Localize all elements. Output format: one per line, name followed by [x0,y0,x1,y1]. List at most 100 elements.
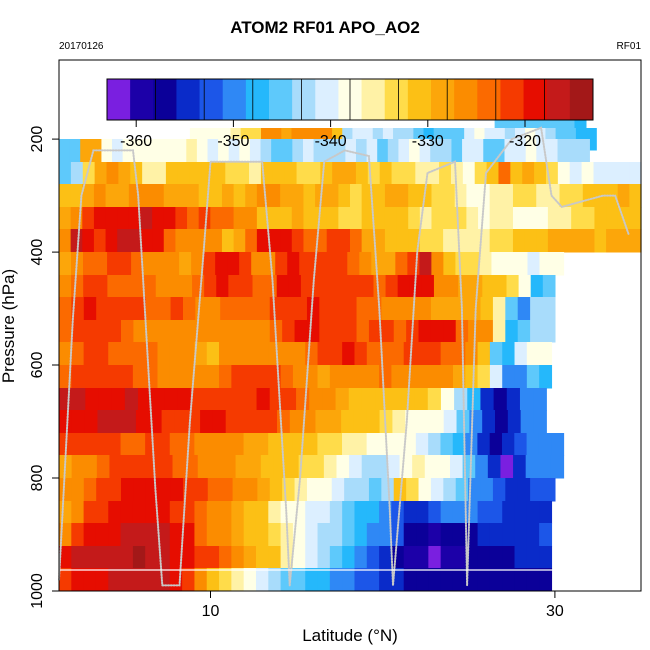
heatmap-cell [220,320,234,343]
heatmap-cell [489,433,503,456]
heatmap-cell [145,546,159,569]
heatmap-cell [59,478,72,502]
heatmap-cell [536,207,549,230]
heatmap-cell [539,342,553,366]
heatmap-cell [256,229,270,253]
heatmap-cell [219,501,232,524]
heatmap-cell [182,523,196,547]
heatmap-cell [71,455,85,479]
heatmap-cell [368,478,382,502]
heatmap-cell [344,320,358,343]
heatmap-cell [430,139,442,163]
heatmap-cell [296,162,310,185]
heatmap-cell [269,297,283,321]
heatmap-cell [416,365,429,389]
heatmap-cell [105,184,118,208]
heatmap-cell [59,252,72,276]
heatmap-cell [152,184,165,208]
heatmap-cell [514,342,528,366]
heatmap-cell [255,568,269,592]
heatmap-cell [120,523,134,547]
heatmap-cell [272,162,286,185]
heatmap-cell [219,365,232,389]
heatmap-cell [256,184,270,208]
heatmap-cell [571,229,584,253]
heatmap-cell [145,478,159,502]
heatmap-cell [108,342,122,366]
heatmap-cell [194,365,208,389]
heatmap-cell [110,410,124,434]
heatmap-cell [145,365,159,389]
heatmap-cell [72,388,86,411]
heatmap-cell [170,320,184,343]
heatmap-cell [533,410,547,434]
heatmap-cell [219,523,232,547]
heatmap-cell [182,297,196,321]
heatmap-cell [525,139,537,163]
heatmap-cell [489,342,503,366]
heatmap-cell [179,275,193,298]
heatmap-cell [338,207,351,230]
heatmap-cell [465,501,479,524]
heatmap-cell [329,342,343,366]
heatmap-cells [59,116,642,592]
heatmap-cell [527,252,541,276]
heatmap-cell [95,501,109,524]
heatmap-cell [221,229,235,253]
heatmap-cell [143,139,156,163]
heatmap-cell [84,410,99,434]
heatmap-cell [581,162,595,185]
heatmap-cell [142,162,155,185]
flight-track [58,126,630,587]
heatmap-cell [169,546,183,569]
heatmap-cell [349,275,362,298]
heatmap-cell [59,297,72,321]
heatmap-cell [255,365,269,389]
heatmap-cell [578,139,590,163]
heatmap-cell [335,252,348,276]
heatmap-cell [440,433,454,456]
heatmap-cell [302,410,317,434]
heatmap-cell [477,342,491,366]
heatmap-cell [505,320,519,343]
heatmap-cell [207,139,219,163]
heatmap-cell [379,162,393,185]
heatmap-cell [489,229,502,253]
heatmap-cell [294,297,308,321]
heatmap-cell [97,410,111,434]
heatmap-cell [206,501,220,524]
heatmap-cell [151,388,165,411]
heatmap-cell [302,139,315,163]
heatmap-cell [282,320,296,343]
heatmap-cell [329,501,343,524]
x-axis-label: Latitude (°N) [302,626,398,645]
heatmap-cell [431,207,444,230]
heatmap-cell [93,184,107,208]
heatmap-cell [190,388,205,411]
heatmap-cell [391,365,405,389]
heatmap-cell [379,568,393,592]
heatmap-cell [467,252,481,276]
colorbar-swatch [407,79,432,120]
heatmap-cell [403,546,417,569]
heatmap-cell [502,365,516,389]
heatmap-cell [196,139,209,163]
heatmap-cell [243,388,258,411]
heatmap-cell [96,297,110,321]
heatmap-cell [337,275,350,298]
heatmap-cell [512,229,526,253]
heatmap-cell [559,207,572,230]
heatmap-cell [120,433,134,456]
heatmap-cell [244,478,258,502]
colorbar-swatch [523,79,548,120]
heatmap-cell [303,207,316,230]
heatmap-cell [95,275,108,298]
heatmap-cell [222,455,237,479]
heatmap-cell [385,275,399,298]
heatmap-cell [257,297,271,321]
heatmap-cell [428,523,442,547]
heatmap-cell [108,523,122,547]
colorbar-swatch [477,79,501,120]
heatmap-cell [323,252,336,276]
heatmap-cell [95,365,109,389]
